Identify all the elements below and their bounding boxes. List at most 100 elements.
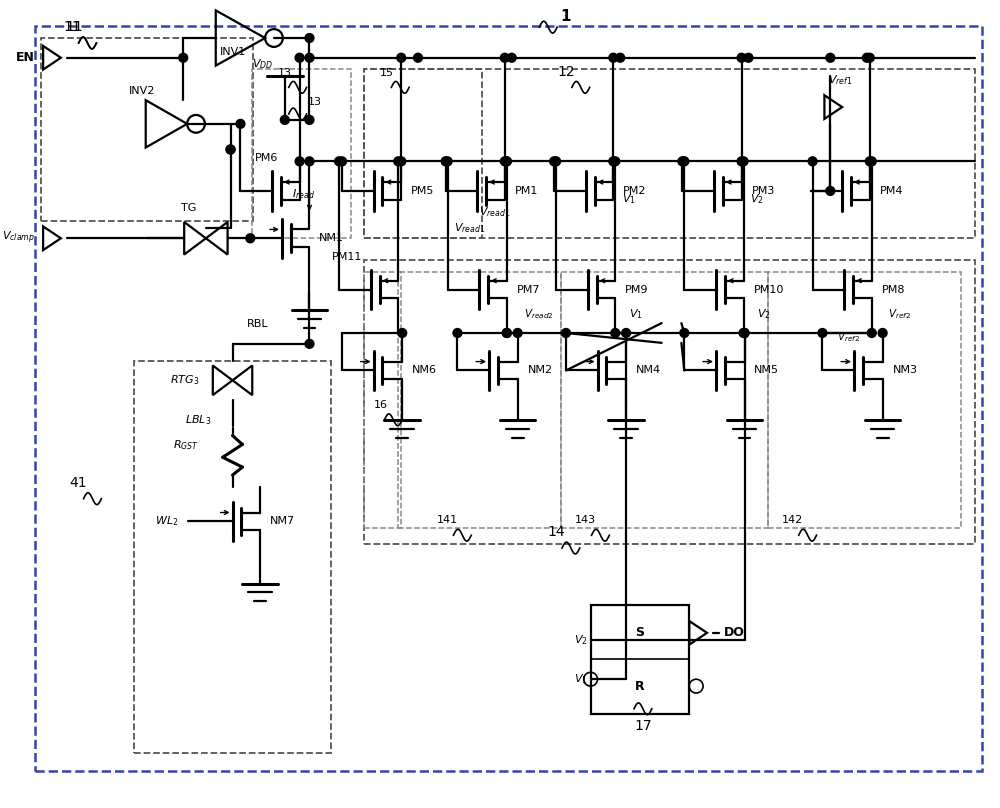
Text: $V_1$: $V_1$ (622, 192, 636, 206)
Circle shape (179, 53, 188, 62)
Text: 143: 143 (575, 516, 596, 525)
Circle shape (502, 329, 511, 338)
Text: 17: 17 (634, 718, 652, 733)
Text: $V_2$: $V_2$ (574, 633, 588, 646)
Circle shape (826, 187, 835, 196)
Circle shape (335, 157, 344, 166)
Text: PM1: PM1 (515, 186, 538, 196)
Text: S: S (635, 626, 644, 639)
Circle shape (502, 329, 511, 338)
Text: $V_2$: $V_2$ (750, 192, 764, 206)
Text: $V_{read1}$: $V_{read1}$ (454, 221, 485, 235)
Circle shape (611, 157, 620, 166)
Bar (41, 38, 253, 221)
Text: NM4: NM4 (636, 365, 661, 376)
Circle shape (818, 329, 827, 338)
Text: 141: 141 (437, 516, 458, 525)
Bar (134, 360, 331, 753)
Circle shape (397, 157, 406, 166)
Circle shape (739, 329, 748, 338)
Bar (591, 605, 689, 713)
Circle shape (739, 157, 748, 166)
Text: NM2: NM2 (527, 365, 553, 376)
Circle shape (500, 53, 509, 62)
Text: PM8: PM8 (882, 284, 905, 295)
Text: PM10: PM10 (753, 284, 784, 295)
Circle shape (865, 157, 874, 166)
Text: TG: TG (181, 203, 197, 213)
Circle shape (443, 157, 452, 166)
Circle shape (609, 53, 618, 62)
Text: 11: 11 (64, 20, 82, 34)
Text: NM3: NM3 (892, 365, 917, 376)
Circle shape (441, 157, 450, 166)
Circle shape (611, 329, 620, 338)
Text: PM9: PM9 (625, 284, 649, 295)
Circle shape (552, 157, 561, 166)
Circle shape (562, 329, 570, 338)
Circle shape (616, 53, 625, 62)
Circle shape (338, 157, 346, 166)
Text: 1: 1 (561, 9, 571, 23)
Text: PM4: PM4 (880, 186, 903, 196)
Circle shape (680, 157, 689, 166)
Text: DO: DO (724, 626, 745, 639)
Text: 11: 11 (66, 20, 84, 34)
Bar (561, 271, 768, 528)
Text: PM3: PM3 (751, 186, 775, 196)
Text: 142: 142 (782, 516, 803, 525)
Circle shape (295, 53, 304, 62)
Circle shape (236, 120, 245, 128)
Text: INV1: INV1 (219, 47, 246, 57)
Text: NM7: NM7 (270, 516, 295, 526)
Circle shape (246, 234, 255, 242)
Text: $V_{clamp}$: $V_{clamp}$ (2, 230, 35, 246)
Circle shape (865, 53, 874, 62)
Text: R: R (635, 680, 645, 692)
Circle shape (226, 145, 235, 154)
Circle shape (280, 116, 289, 124)
Text: PM2: PM2 (623, 186, 647, 196)
Circle shape (622, 329, 631, 338)
Circle shape (737, 157, 746, 166)
Text: PM7: PM7 (517, 284, 540, 295)
Circle shape (826, 53, 835, 62)
Bar (252, 69, 351, 238)
Text: $V_{read1}$: $V_{read1}$ (479, 204, 511, 218)
Text: 41: 41 (69, 476, 86, 490)
Circle shape (808, 157, 817, 166)
Circle shape (305, 53, 314, 62)
Text: $LBL_3$: $LBL_3$ (185, 413, 211, 427)
Text: $I_{read}$: $I_{read}$ (292, 187, 315, 200)
Circle shape (226, 145, 235, 154)
Circle shape (394, 157, 403, 166)
Circle shape (867, 157, 876, 166)
Circle shape (740, 329, 749, 338)
Text: $V_1$: $V_1$ (629, 307, 643, 321)
Text: INV2: INV2 (129, 86, 155, 96)
Circle shape (500, 157, 509, 166)
Text: $V_2$: $V_2$ (757, 307, 771, 321)
Text: 14: 14 (547, 525, 565, 539)
Circle shape (305, 157, 314, 166)
Circle shape (744, 53, 753, 62)
Text: NM5: NM5 (754, 365, 779, 376)
Text: PM6: PM6 (255, 154, 279, 163)
Circle shape (737, 53, 746, 62)
Circle shape (740, 329, 749, 338)
Text: $V_{read2}$: $V_{read2}$ (524, 307, 553, 321)
Bar (364, 69, 975, 238)
Text: 12: 12 (557, 65, 575, 78)
Circle shape (867, 329, 876, 338)
Text: $R_{GST}$: $R_{GST}$ (173, 439, 199, 452)
Circle shape (305, 34, 314, 43)
Circle shape (513, 329, 522, 338)
Circle shape (397, 53, 406, 62)
Text: RBL: RBL (247, 319, 269, 329)
Bar (768, 271, 961, 528)
Text: $WL_2$: $WL_2$ (155, 515, 178, 528)
Text: 13: 13 (278, 68, 292, 78)
Text: NM1: NM1 (319, 234, 344, 243)
Text: PM5: PM5 (411, 186, 434, 196)
Text: $V_1$: $V_1$ (574, 672, 588, 686)
